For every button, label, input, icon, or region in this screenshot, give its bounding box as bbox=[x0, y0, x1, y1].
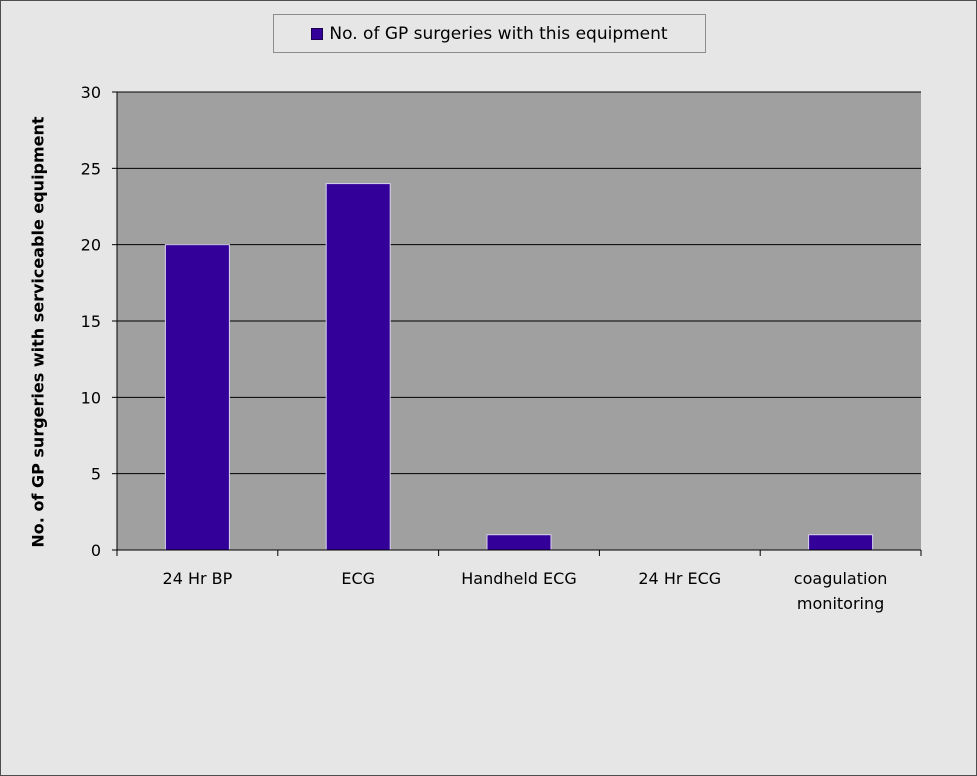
bar-0 bbox=[164, 244, 230, 551]
y-tick-label: 15 bbox=[81, 312, 101, 331]
bar-4 bbox=[808, 534, 874, 551]
y-tick-label: 0 bbox=[91, 541, 101, 560]
bar-1 bbox=[325, 183, 391, 551]
y-tick-label: 10 bbox=[81, 388, 101, 407]
x-tick-label: monitoring bbox=[797, 594, 884, 613]
x-tick-label: 24 Hr ECG bbox=[638, 569, 721, 588]
x-tick-label: Handheld ECG bbox=[461, 569, 576, 588]
bar-2 bbox=[486, 534, 552, 551]
legend: No. of GP surgeries with this equipment bbox=[273, 14, 706, 53]
legend-swatch bbox=[311, 27, 324, 40]
y-tick-label: 30 bbox=[81, 83, 101, 102]
x-tick-label: 24 Hr BP bbox=[163, 569, 233, 588]
y-tick-label: 20 bbox=[81, 236, 101, 255]
y-tick-label: 5 bbox=[91, 465, 101, 484]
y-tick-label: 25 bbox=[81, 159, 101, 178]
legend-label: No. of GP surgeries with this equipment bbox=[329, 23, 668, 44]
x-tick-label: ECG bbox=[341, 569, 375, 588]
x-tick-label: coagulation bbox=[794, 569, 888, 588]
